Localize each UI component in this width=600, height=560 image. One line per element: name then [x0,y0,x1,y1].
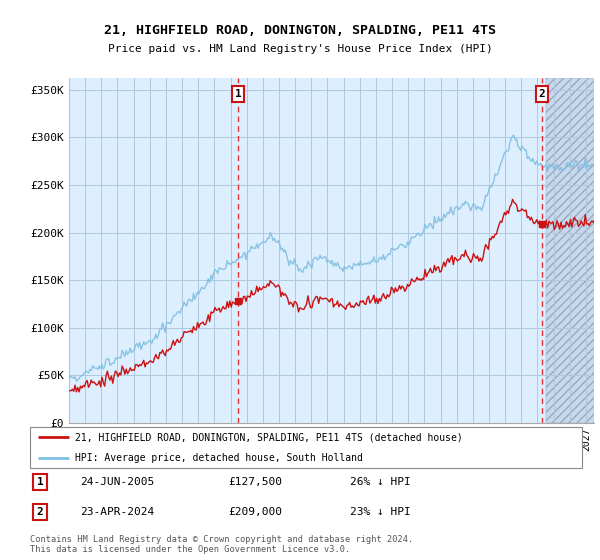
Text: 24-JUN-2005: 24-JUN-2005 [80,477,154,487]
Text: 21, HIGHFIELD ROAD, DONINGTON, SPALDING, PE11 4TS: 21, HIGHFIELD ROAD, DONINGTON, SPALDING,… [104,24,496,38]
Bar [545,78,594,423]
FancyBboxPatch shape [30,427,582,468]
Text: HPI: Average price, detached house, South Holland: HPI: Average price, detached house, Sout… [75,452,363,463]
Text: 2: 2 [37,507,43,517]
Text: 2: 2 [539,89,545,99]
Text: 1: 1 [235,89,241,99]
Text: 1: 1 [37,477,43,487]
Text: Contains HM Land Registry data © Crown copyright and database right 2024.
This d: Contains HM Land Registry data © Crown c… [30,535,413,554]
Text: Price paid vs. HM Land Registry's House Price Index (HPI): Price paid vs. HM Land Registry's House … [107,44,493,54]
Text: 23% ↓ HPI: 23% ↓ HPI [350,507,411,517]
Text: 23-APR-2024: 23-APR-2024 [80,507,154,517]
Text: £209,000: £209,000 [229,507,283,517]
Bar [545,78,594,423]
Text: 26% ↓ HPI: 26% ↓ HPI [350,477,411,487]
Text: 21, HIGHFIELD ROAD, DONINGTON, SPALDING, PE11 4TS (detached house): 21, HIGHFIELD ROAD, DONINGTON, SPALDING,… [75,432,463,442]
Text: £127,500: £127,500 [229,477,283,487]
